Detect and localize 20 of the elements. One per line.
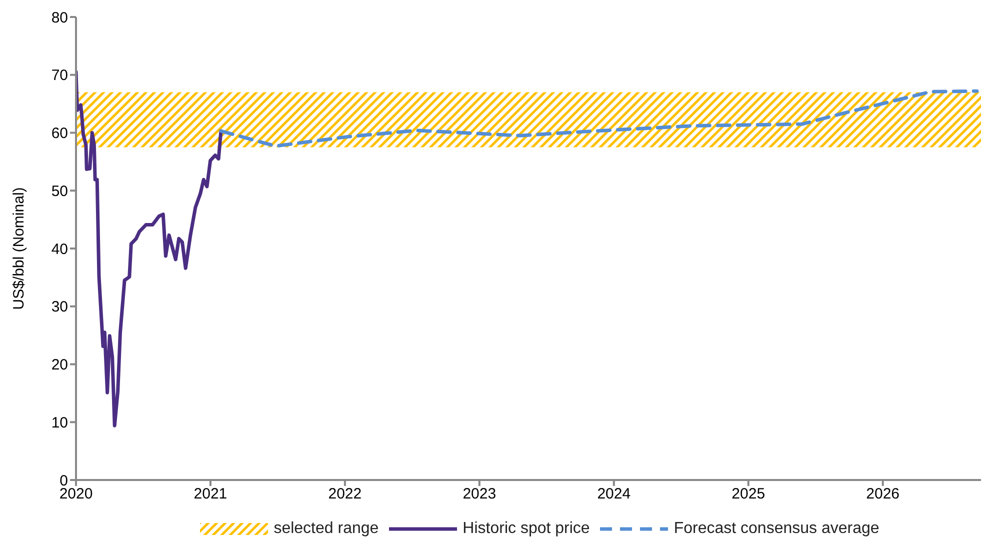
- y-tick-label: 70: [51, 67, 68, 84]
- y-tick-label: 80: [51, 9, 68, 26]
- y-tick-label: 20: [51, 356, 68, 374]
- y-tick-label: 60: [51, 125, 68, 142]
- y-tick-label: 50: [51, 182, 68, 200]
- legend-label: selected range: [274, 520, 379, 538]
- line-series: [76, 70, 223, 428]
- x-tick-label: 2026: [866, 486, 900, 503]
- legend-label: Forecast consensus average: [674, 520, 880, 538]
- y-tick-label: 40: [51, 240, 68, 258]
- y-tick-label: 10: [51, 414, 68, 432]
- x-tick-label: 2024: [597, 486, 631, 503]
- x-tick-label: 2023: [462, 486, 496, 503]
- line-series: [219, 89, 979, 148]
- y-tick-label: 30: [51, 298, 68, 316]
- legend-label: Historic spot price: [462, 520, 590, 538]
- y-axis-title: US$/bbl (Nominal): [10, 187, 28, 310]
- x-tick-label: 2022: [328, 486, 362, 503]
- x-tick-label: 2025: [732, 486, 766, 503]
- x-tick-label: 2021: [194, 486, 228, 503]
